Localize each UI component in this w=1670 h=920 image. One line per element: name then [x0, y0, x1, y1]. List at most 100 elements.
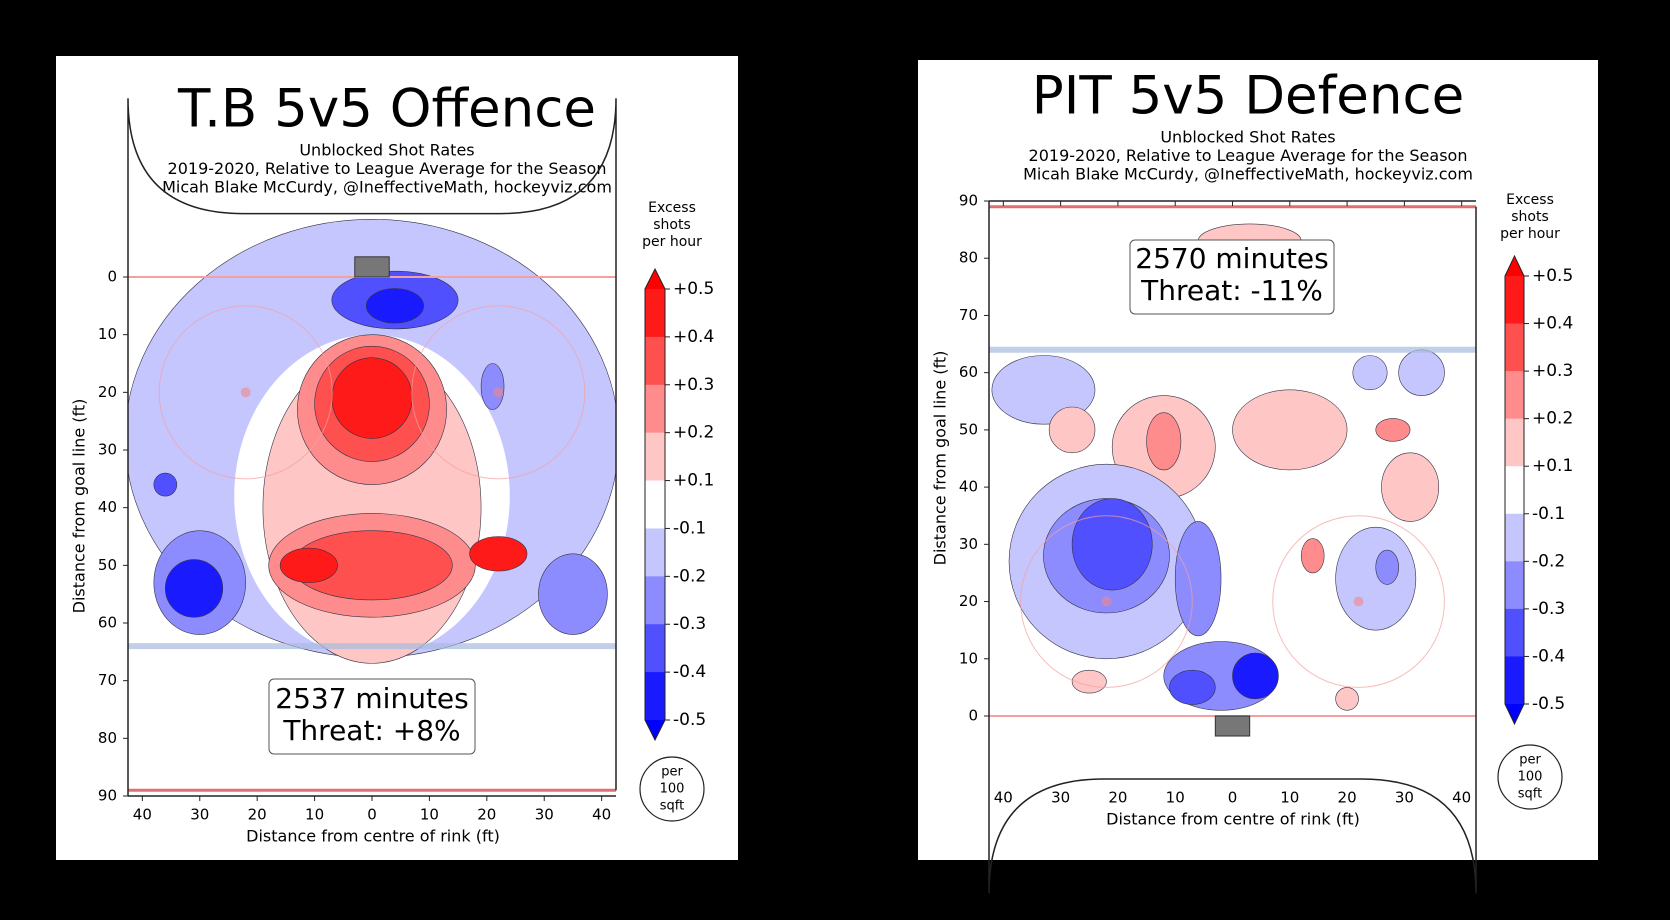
colorbar-tick-label: -0.1 [1532, 504, 1565, 524]
faceoff-circle [1272, 515, 1445, 688]
unit-label: 100 [660, 782, 685, 797]
x-tick-label: 40 [1452, 789, 1471, 807]
x-tick-label: 20 [248, 806, 267, 824]
colorbar-label: shots [1511, 209, 1549, 225]
contour-region [1352, 355, 1388, 391]
y-axis-label: Distance from goal line (ft) [931, 351, 950, 566]
annotation-box [268, 678, 476, 755]
colorbar-band [1505, 323, 1524, 372]
y-tick-label: 30 [959, 535, 978, 553]
annotation: Threat: +8% [282, 714, 460, 747]
y-tick-label: 40 [98, 498, 117, 516]
x-tick-label: 0 [367, 806, 377, 824]
colorbar-band [1505, 561, 1524, 610]
x-tick-label: 30 [1395, 789, 1414, 807]
contour-region [1169, 669, 1216, 705]
colorbar-band [645, 480, 665, 529]
unit-label: per [1519, 753, 1541, 768]
annotation: 2537 minutes [275, 682, 469, 715]
subtitle: Micah Blake McCurdy, @IneffectiveMath, h… [162, 178, 612, 197]
unit-label: sqft [1518, 787, 1542, 802]
y-tick-label: 60 [959, 363, 978, 381]
colorbar-tick-label: -0.1 [673, 518, 706, 538]
colorbar-tick-label: -0.4 [673, 662, 706, 682]
faceoff-dot [1353, 596, 1364, 607]
contour-region [153, 472, 178, 497]
contour-region [1375, 418, 1411, 442]
faceoff-dot [493, 387, 504, 398]
x-tick-label: 30 [190, 806, 209, 824]
contour-region [1335, 687, 1359, 711]
x-tick-label: 20 [1338, 789, 1357, 807]
subtitle: Unblocked Shot Rates [1160, 128, 1335, 147]
subtitle: 2019-2020, Relative to League Average fo… [168, 159, 607, 178]
unit-label: 100 [1518, 770, 1543, 785]
colorbar-band [645, 576, 665, 625]
goal-net [1214, 715, 1251, 737]
y-axis-label: Distance from goal line (ft) [70, 399, 89, 614]
contour-region [469, 536, 528, 572]
colorbar-tick-label: -0.4 [1532, 646, 1565, 666]
colorbar-band [645, 289, 665, 338]
x-tick-label: 40 [133, 806, 152, 824]
colorbar-tick-label: +0.1 [1532, 456, 1573, 476]
colorbar-band [645, 672, 665, 721]
colorbar-band [1505, 418, 1524, 467]
unit-label: sqft [660, 799, 684, 814]
y-tick-label: 90 [98, 787, 117, 805]
x-tick-label: 10 [305, 806, 324, 824]
colorbar-band [1505, 656, 1524, 705]
colorbar-tick-label: -0.5 [673, 710, 706, 730]
contour-region [1048, 406, 1096, 454]
colorbar-band [645, 336, 665, 386]
faceoff-circle [158, 305, 333, 480]
y-tick-label: 40 [959, 478, 978, 496]
contour-region [1375, 549, 1399, 585]
unit-label: per [661, 765, 683, 780]
y-tick-label: 90 [959, 192, 978, 210]
colorbar-label: Excess [1506, 192, 1554, 208]
x-tick-label: 20 [477, 806, 496, 824]
y-tick-label: 0 [107, 268, 117, 286]
chart-title: PIT 5v5 Defence [1032, 66, 1465, 127]
contour-region [1381, 452, 1440, 522]
colorbar-band [1505, 466, 1524, 515]
colorbar-band [645, 432, 665, 482]
y-tick-label: 60 [98, 614, 117, 632]
x-tick-label: 10 [1280, 789, 1299, 807]
annotation-box [1129, 239, 1335, 315]
colorbar-tick-label: +0.2 [1532, 409, 1573, 429]
x-tick-label: 30 [1051, 789, 1070, 807]
chart-title: T.B 5v5 Offence [177, 79, 596, 140]
y-tick-label: 50 [959, 420, 978, 438]
colorbar-tick-label: +0.5 [673, 279, 714, 299]
unit-circle [639, 756, 705, 822]
colorbar-extend [645, 720, 665, 740]
y-tick-label: 50 [98, 556, 117, 574]
goal-net [354, 256, 390, 278]
x-tick-label: 0 [1228, 789, 1238, 807]
colorbar-label: Excess [648, 200, 696, 216]
contour-region [365, 288, 424, 324]
colorbar-tick-label: -0.5 [1532, 694, 1565, 714]
colorbar-label: per hour [642, 234, 702, 250]
x-tick-label: 20 [1108, 789, 1127, 807]
contour-region [1071, 498, 1153, 591]
contour-region [1071, 669, 1107, 694]
y-tick-label: 70 [959, 306, 978, 324]
faceoff-circle [411, 305, 586, 480]
x-axis-label: Distance from centre of rink (ft) [246, 827, 500, 846]
colorbar-tick-label: +0.4 [673, 327, 714, 347]
y-tick-label: 0 [968, 707, 978, 725]
contour-region [1232, 389, 1348, 471]
colorbar-tick-label: -0.3 [673, 614, 706, 634]
annotation: 2570 minutes [1135, 242, 1329, 275]
subtitle: 2019-2020, Relative to League Average fo… [1029, 146, 1468, 165]
x-tick-label: 40 [994, 789, 1013, 807]
y-tick-label: 70 [98, 671, 117, 689]
y-tick-label: 80 [98, 729, 117, 747]
faceoff-dot [1101, 596, 1112, 607]
colorbar-label: per hour [1500, 226, 1560, 242]
